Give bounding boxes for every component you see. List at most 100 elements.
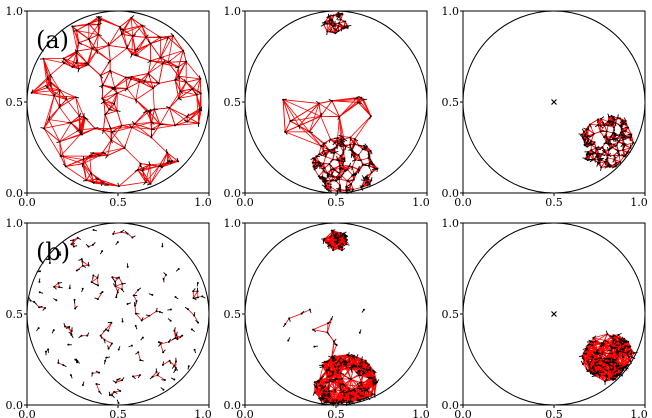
network-edge: [53, 89, 61, 97]
agent: [593, 141, 596, 144]
agent: [621, 143, 624, 146]
agent: [337, 22, 340, 25]
network-edge: [625, 120, 629, 128]
agent: [340, 160, 343, 163]
agent: [81, 287, 84, 290]
network-edge: [89, 156, 92, 174]
agent: [47, 78, 50, 81]
network-edge: [103, 101, 118, 112]
network-edge: [63, 62, 73, 68]
network-edge: [331, 99, 364, 102]
agent: [150, 128, 153, 131]
agent: [33, 300, 36, 303]
network-edge: [88, 50, 98, 65]
agent: [617, 149, 620, 152]
network-edge: [353, 187, 362, 190]
agent: [340, 174, 343, 177]
network-edge: [126, 47, 136, 56]
agent: [174, 368, 177, 371]
agent: [87, 38, 90, 41]
network-edge: [82, 155, 100, 165]
network-edge: [110, 126, 132, 130]
agent: [600, 158, 603, 161]
agent: [613, 158, 616, 161]
agent: [157, 341, 160, 344]
agent: [597, 118, 600, 121]
network-edge: [167, 35, 174, 63]
network-edge: [192, 88, 202, 94]
agent: [317, 175, 320, 178]
agent: [346, 179, 349, 182]
network-edge: [342, 164, 350, 167]
network-edge: [135, 54, 151, 62]
network-edge: [174, 122, 199, 126]
agent: [587, 128, 590, 131]
network-edge: [102, 114, 106, 131]
agent: [126, 47, 129, 50]
agent: [98, 390, 101, 393]
agent: [185, 60, 188, 63]
network-edge: [290, 115, 321, 122]
network-edge: [76, 62, 80, 69]
network-edge: [160, 37, 169, 58]
agent: [368, 155, 371, 158]
agent: [610, 120, 613, 123]
agent: [80, 334, 83, 337]
agent: [117, 185, 120, 188]
agent: [84, 116, 87, 119]
agent: [49, 74, 52, 77]
network-edge: [70, 122, 80, 131]
agent: [68, 325, 71, 328]
network-edge: [126, 81, 140, 89]
agent: [605, 160, 608, 163]
agent: [351, 165, 354, 168]
network-edge: [169, 107, 176, 126]
network-edge: [318, 170, 324, 177]
agent: [627, 126, 630, 129]
network-edge: [59, 106, 72, 124]
agent: [191, 87, 194, 90]
agent: [193, 314, 196, 317]
agent: [92, 228, 95, 231]
network-edge: [185, 61, 201, 80]
agent: [370, 160, 373, 163]
network-edge: [125, 77, 145, 82]
network-edge: [135, 37, 147, 56]
agent: [597, 162, 600, 165]
network-edge: [142, 170, 151, 185]
agent: [315, 155, 318, 158]
network-edge: [88, 48, 93, 65]
network-edge: [154, 107, 170, 110]
network-edge: [158, 152, 168, 167]
agent: [338, 178, 341, 181]
agent: [345, 185, 348, 188]
agent: [139, 359, 142, 362]
network-edge: [343, 137, 351, 140]
network-edge: [319, 165, 324, 171]
agent: [126, 303, 129, 306]
network-edge: [290, 103, 320, 122]
agent: [618, 154, 621, 157]
network-edge: [76, 62, 89, 65]
network-edge: [150, 137, 168, 153]
x-tick-label: 0.5: [327, 408, 345, 418]
agent: [366, 184, 369, 187]
network-edge: [104, 339, 113, 344]
agent: [324, 179, 327, 182]
network-edge: [325, 156, 334, 160]
agent: [144, 181, 147, 184]
panel-b2: 0.00.00.50.51.01.0: [224, 217, 430, 418]
agent: [109, 69, 112, 72]
network-edge: [43, 122, 72, 129]
network-edge: [122, 17, 132, 31]
network-edge: [59, 141, 62, 157]
panel-a2: 0.00.0 0.5 0.5 1.0 1.0: [224, 5, 430, 209]
network-edge: [331, 100, 340, 117]
agent: [177, 97, 180, 100]
network-edge: [148, 63, 164, 74]
agent: [587, 137, 590, 140]
agent: [612, 154, 615, 157]
network-edge: [108, 45, 111, 61]
agent: [172, 34, 175, 37]
agent: [611, 146, 614, 149]
